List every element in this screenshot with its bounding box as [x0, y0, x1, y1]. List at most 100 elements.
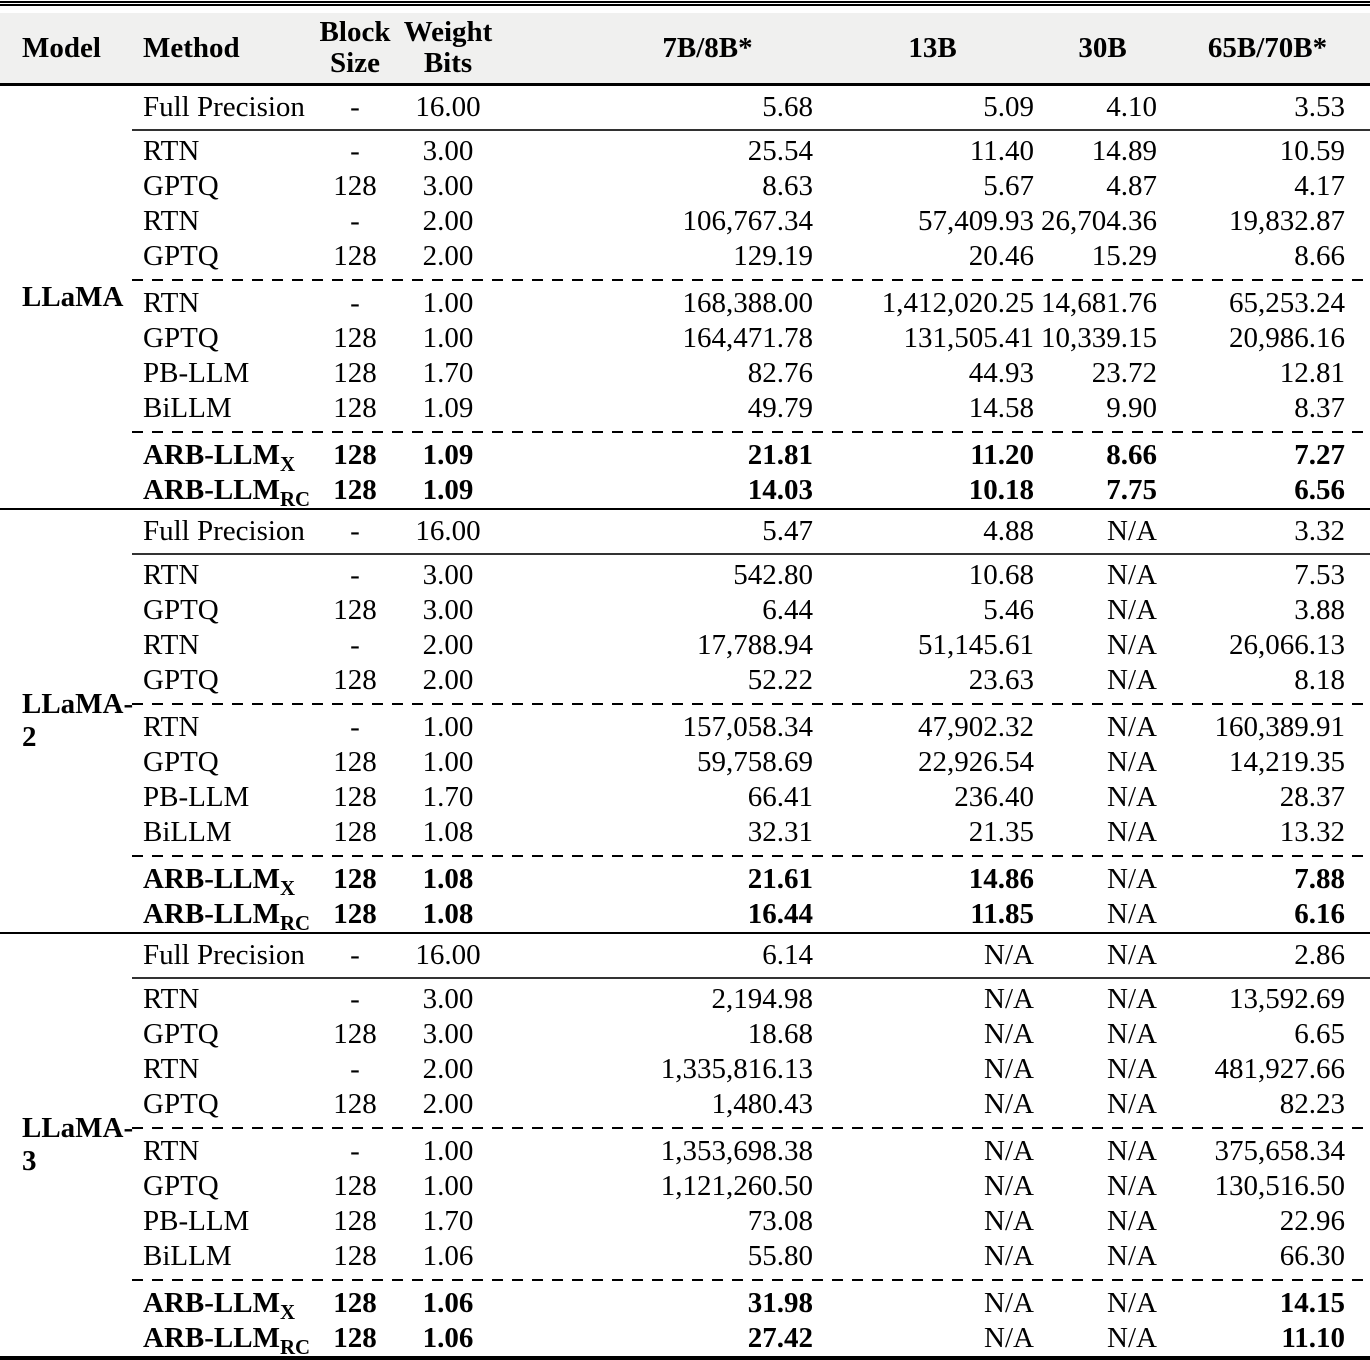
- value-cell-65b: 12.81: [1279, 357, 1345, 389]
- weight-bits-cell: 1.06: [422, 1287, 474, 1319]
- value-cell-65b: 4.17: [1294, 170, 1345, 202]
- value-cell-7b: 1,480.43: [711, 1088, 814, 1120]
- method-cell: RTN: [143, 983, 200, 1015]
- value-cell-65b: 82.23: [1279, 1088, 1345, 1120]
- table-row: Full Precision - 16.00 6.14 N/A N/A 2.86: [132, 934, 1370, 977]
- method-cell: PB-LLM: [143, 357, 250, 389]
- value-cell-30b: N/A: [1107, 594, 1157, 626]
- block-size-cell: 128: [333, 898, 377, 930]
- value-cell-7b: 168,388.00: [682, 287, 814, 319]
- method-cell: GPTQ: [143, 1018, 219, 1050]
- method-subscript: X: [279, 451, 296, 476]
- table-row: RTN - 1.00 1,353,698.38 N/A N/A 375,658.…: [132, 1134, 1370, 1169]
- value-cell-7b: 6.44: [762, 594, 813, 626]
- method-cell: PB-LLM: [143, 781, 250, 813]
- table-row: ARB-LLMRC 128 1.09 14.03 10.18 7.75 6.56: [132, 473, 1370, 511]
- block-size-cell: 128: [333, 1240, 377, 1272]
- block-size-cell: -: [350, 629, 360, 661]
- method-cell: GPTQ: [143, 322, 219, 354]
- method-cell: Full Precision: [143, 939, 305, 971]
- block-size-cell: 128: [333, 746, 377, 778]
- weight-bits-cell: 3.00: [422, 559, 474, 591]
- weight-bits-cell: 1.00: [422, 1170, 474, 1202]
- value-cell-30b: N/A: [1107, 1170, 1157, 1202]
- value-cell-30b: N/A: [1107, 515, 1157, 547]
- block-size-cell: 128: [333, 1322, 377, 1354]
- weight-bits-cell: 1.70: [422, 1205, 474, 1237]
- model-section: LLaMA Full Precision - 16.00 5.68 5.09 4…: [0, 86, 1370, 511]
- method-subscript: RC: [279, 1334, 311, 1359]
- value-cell-13b: 22,926.54: [918, 746, 1034, 778]
- block-size-cell: 128: [333, 594, 377, 626]
- value-cell-13b: N/A: [984, 1322, 1034, 1354]
- dashed-rule: [132, 1127, 1370, 1129]
- method-cell: GPTQ: [143, 594, 219, 626]
- weight-bits-cell: 1.00: [422, 287, 474, 319]
- value-cell-7b: 59,758.69: [697, 746, 813, 778]
- value-cell-7b: 31.98: [747, 1287, 813, 1319]
- value-cell-65b: 66.30: [1279, 1240, 1345, 1272]
- value-cell-7b: 66.41: [747, 781, 813, 813]
- mid-rule: [132, 977, 1370, 979]
- method-cell: ARB-LLMRC: [143, 474, 311, 511]
- value-cell-13b: N/A: [984, 939, 1034, 971]
- value-cell-7b: 21.81: [747, 439, 813, 471]
- value-cell-7b: 6.14: [762, 939, 813, 971]
- top-rule: [0, 1, 1370, 6]
- model-label: LLaMA-3: [22, 1112, 134, 1177]
- value-cell-13b: 4.88: [983, 515, 1034, 547]
- value-cell-7b: 18.68: [747, 1018, 813, 1050]
- weight-bits-cell: 3.00: [422, 983, 474, 1015]
- value-cell-30b: 9.90: [1106, 392, 1157, 424]
- value-cell-7b: 5.47: [762, 515, 813, 547]
- block-size-cell: -: [350, 939, 360, 971]
- value-cell-30b: N/A: [1107, 1287, 1157, 1319]
- weight-bits-cell: 1.00: [422, 1135, 474, 1167]
- method-cell: GPTQ: [143, 1088, 219, 1120]
- value-cell-13b: 5.67: [983, 170, 1034, 202]
- value-cell-30b: N/A: [1107, 1205, 1157, 1237]
- block-size-cell: -: [350, 515, 360, 547]
- value-cell-65b: 7.27: [1294, 439, 1345, 471]
- value-cell-30b: N/A: [1107, 1088, 1157, 1120]
- value-cell-65b: 22.96: [1279, 1205, 1345, 1237]
- weight-bits-cell: 3.00: [422, 135, 474, 167]
- table-row: RTN - 3.00 2,194.98 N/A N/A 13,592.69: [132, 982, 1370, 1017]
- value-cell-30b: N/A: [1107, 1240, 1157, 1272]
- value-cell-30b: N/A: [1107, 629, 1157, 661]
- method-cell: RTN: [143, 1135, 200, 1167]
- table-row: GPTQ 128 2.00 52.22 23.63 N/A 8.18: [132, 663, 1370, 698]
- table-row: RTN - 3.00 542.80 10.68 N/A 7.53: [132, 558, 1370, 593]
- table-row: GPTQ 128 3.00 6.44 5.46 N/A 3.88: [132, 593, 1370, 628]
- value-cell-30b: N/A: [1107, 664, 1157, 696]
- table-row: GPTQ 128 2.00 1,480.43 N/A N/A 82.23: [132, 1087, 1370, 1122]
- weight-bits-cell: 1.06: [422, 1322, 474, 1354]
- value-cell-65b: 375,658.34: [1214, 1135, 1346, 1167]
- value-cell-65b: 7.53: [1294, 559, 1345, 591]
- block-size-cell: 128: [333, 664, 377, 696]
- value-cell-7b: 73.08: [747, 1205, 813, 1237]
- method-cell: ARB-LLMRC: [143, 898, 311, 935]
- weight-bits-cell: 2.00: [422, 1053, 474, 1085]
- value-cell-13b: 51,145.61: [918, 629, 1034, 661]
- weight-bits-cell: 1.70: [422, 781, 474, 813]
- value-cell-30b: N/A: [1107, 1135, 1157, 1167]
- table-row: GPTQ 128 3.00 18.68 N/A N/A 6.65: [132, 1017, 1370, 1052]
- block-size-cell: 128: [333, 1018, 377, 1050]
- weight-bits-cell: 1.09: [422, 392, 474, 424]
- method-cell: RTN: [143, 287, 200, 319]
- block-size-cell: 128: [333, 781, 377, 813]
- value-cell-65b: 14,219.35: [1229, 746, 1345, 778]
- table-row: RTN - 2.00 1,335,816.13 N/A N/A 481,927.…: [132, 1052, 1370, 1087]
- table-row: PB-LLM 128 1.70 73.08 N/A N/A 22.96: [132, 1204, 1370, 1239]
- value-cell-65b: 8.66: [1294, 240, 1345, 272]
- value-cell-13b: N/A: [984, 1240, 1034, 1272]
- value-cell-13b: 5.09: [983, 91, 1034, 123]
- value-cell-30b: 15.29: [1091, 240, 1157, 272]
- value-cell-13b: 20.46: [968, 240, 1034, 272]
- weight-bits-cell: 1.00: [422, 746, 474, 778]
- method-cell: RTN: [143, 711, 200, 743]
- value-cell-30b: N/A: [1107, 1018, 1157, 1050]
- method-cell: RTN: [143, 135, 200, 167]
- method-cell: ARB-LLMX: [143, 439, 296, 476]
